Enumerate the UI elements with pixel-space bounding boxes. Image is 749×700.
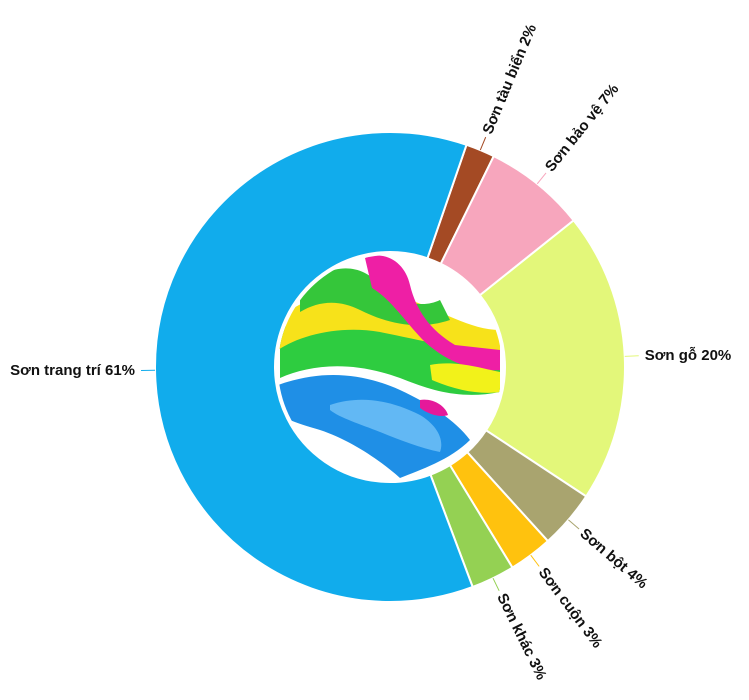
slice-label-son-bot-4: Sơn bột 4%	[577, 525, 651, 592]
leader-line	[536, 172, 547, 185]
leader-line	[492, 577, 500, 592]
leader-line	[568, 519, 580, 530]
leader-line	[479, 136, 487, 151]
slice-label-son-cuon-3: Sơn cuộn 3%	[535, 564, 606, 651]
leader-line	[624, 355, 639, 357]
slice-label-son-go-20: Sơn gỗ 20%	[645, 347, 732, 364]
slice-son-trang-tri-61	[154, 131, 474, 603]
slice-label-son-bao-ve-7: Sơn bảo vệ 7%	[542, 81, 623, 175]
slice-label-son-tau-bien-2: Sơn tàu biển 2%	[479, 22, 540, 137]
donut-slices	[154, 131, 626, 603]
paint-splash-image	[278, 255, 502, 479]
slice-label-son-trang-tri-61: Sơn trang trí 61%	[10, 362, 135, 379]
leader-line	[530, 554, 540, 567]
slice-son-go-20	[478, 218, 626, 498]
slice-label-son-khac-3: Sơn khác 3%	[493, 591, 550, 683]
